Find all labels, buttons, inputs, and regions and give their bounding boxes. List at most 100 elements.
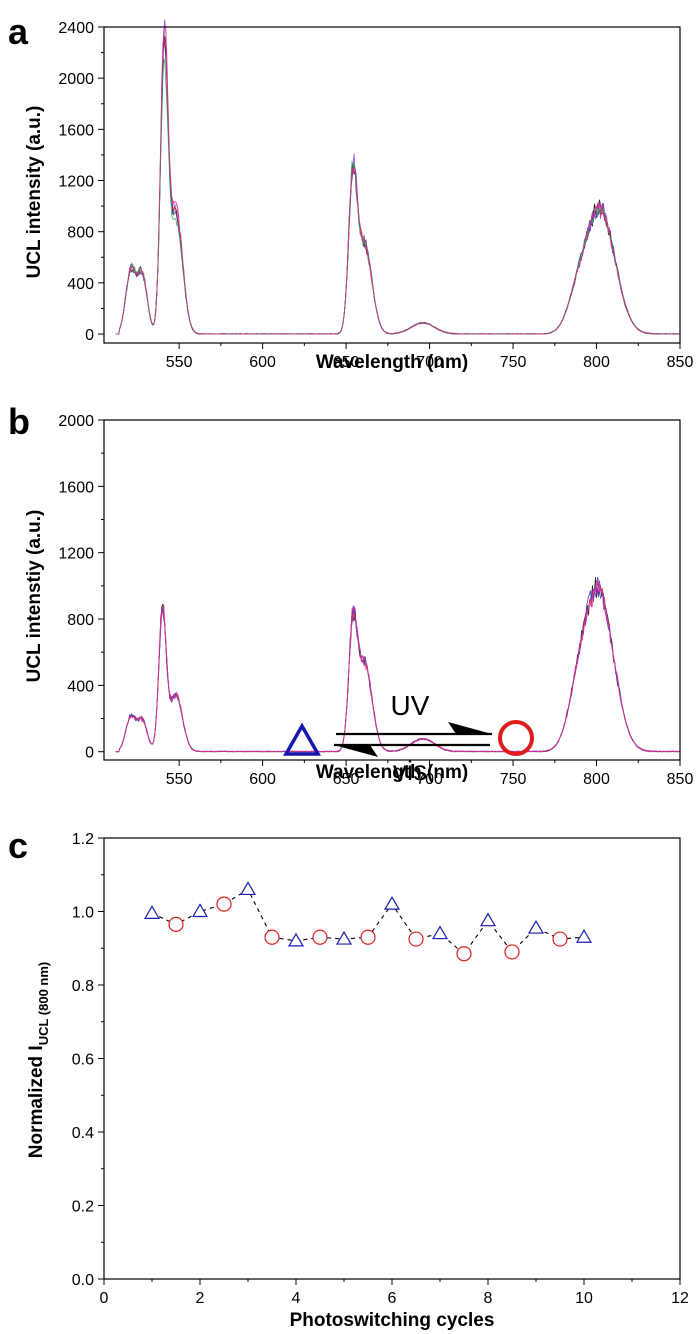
y-tick-label: 400 bbox=[67, 276, 94, 293]
x-tick-label: 6 bbox=[388, 1290, 397, 1307]
y-tick-label: 1.0 bbox=[72, 905, 94, 922]
y-tick-label: 2000 bbox=[58, 71, 94, 88]
y-axis-title-c: Normalized IUCL (800 nm) bbox=[26, 962, 51, 1159]
y-tick-label: 1200 bbox=[58, 546, 94, 563]
circle-marker bbox=[264, 929, 280, 945]
y-axis-title-main: Normalized I bbox=[26, 1045, 47, 1158]
y-tick-label: 0.8 bbox=[72, 978, 94, 995]
x-tick-label: 750 bbox=[500, 771, 527, 788]
y-tick-label: 400 bbox=[67, 678, 94, 695]
triangle-marker bbox=[335, 930, 353, 945]
backward-arrow-head bbox=[334, 745, 378, 757]
circle-marker bbox=[216, 896, 232, 912]
y-tick-label: 0.4 bbox=[72, 1125, 94, 1142]
triangle-marker bbox=[239, 881, 257, 896]
uv-label: UV bbox=[391, 690, 430, 721]
panel-label-a: a bbox=[8, 11, 29, 52]
y-tick-label: 800 bbox=[67, 612, 94, 629]
circle-marker bbox=[408, 931, 424, 947]
cycle-markers bbox=[143, 881, 593, 962]
spectrum-line bbox=[115, 577, 680, 753]
circle-marker bbox=[456, 946, 472, 962]
circle-marker bbox=[360, 929, 376, 945]
spectrum-line bbox=[115, 24, 680, 335]
x-tick-label: 550 bbox=[166, 771, 193, 788]
chart-panel-a: 550 600 650 700 750 800 850 0 400 800 1200 1600 200… bbox=[24, 19, 694, 373]
y-tick-label: 0.6 bbox=[72, 1052, 94, 1069]
y-tick-label: 800 bbox=[67, 225, 94, 242]
x-tick-label: 800 bbox=[583, 354, 610, 371]
x-tick-label: 10 bbox=[575, 1290, 593, 1307]
x-tick-label: 2 bbox=[196, 1290, 205, 1307]
spectrum-line bbox=[115, 30, 680, 335]
x-tick-label: 800 bbox=[583, 771, 610, 788]
x-tick-label: 600 bbox=[249, 354, 276, 371]
x-tick-label: 650 bbox=[333, 354, 360, 371]
photoswitch-scheme: UV vis bbox=[282, 690, 534, 786]
y-tick-label: 0 bbox=[85, 327, 94, 344]
spectra-a bbox=[115, 19, 680, 335]
y-tick-label: 1.2 bbox=[72, 831, 94, 848]
chart-panel-c: 0 2 4 6 8 10 12 0.0 0.2 0.4 0.6 0.8 1.0 1.2 Photoswi… bbox=[26, 690, 689, 1331]
x-axis-ticks-b: 550 600 650 700 750 800 850 bbox=[166, 760, 694, 788]
spectrum-line bbox=[115, 58, 680, 335]
x-tick-label: 8 bbox=[484, 1290, 493, 1307]
spectrum-line bbox=[115, 19, 680, 335]
triangle-marker bbox=[191, 903, 209, 918]
x-tick-label: 0 bbox=[100, 1290, 109, 1307]
circle-marker bbox=[312, 929, 328, 945]
panel-label-c: c bbox=[8, 825, 28, 866]
plot-frame-a bbox=[103, 26, 681, 344]
x-tick-label: 4 bbox=[292, 1290, 301, 1307]
triangle-state-icon bbox=[282, 722, 322, 756]
triangle-marker bbox=[479, 912, 497, 927]
spectrum-line bbox=[115, 576, 680, 753]
plot-frame-b bbox=[103, 419, 681, 761]
x-axis-ticks-c: 0 2 4 6 8 10 12 bbox=[100, 1279, 689, 1307]
chart-panel-b: 550 600 650 700 750 800 850 0 400 800 1200 1600 200… bbox=[24, 413, 693, 788]
x-axis-title-a: Wavelength (nm) bbox=[316, 352, 468, 373]
triangle-marker bbox=[431, 925, 449, 940]
y-tick-label: 1600 bbox=[58, 122, 94, 139]
x-tick-label: 650 bbox=[333, 771, 360, 788]
x-tick-label: 700 bbox=[416, 771, 443, 788]
y-axis-title-b: UCL intenstiy (a.u.) bbox=[24, 510, 45, 683]
y-axis-ticks-a: 0 400 800 1200 1600 2000 2400 bbox=[58, 20, 104, 344]
triangle-marker bbox=[527, 919, 545, 934]
spectrum-line bbox=[115, 580, 680, 753]
y-axis-title-subscript: UCL (800 nm) bbox=[36, 962, 51, 1046]
x-tick-label: 12 bbox=[671, 1290, 689, 1307]
x-tick-label: 600 bbox=[249, 771, 276, 788]
vis-label: vis bbox=[393, 755, 427, 786]
x-tick-label: 850 bbox=[667, 354, 694, 371]
x-tick-label: 750 bbox=[500, 354, 527, 371]
spectrum-line bbox=[115, 36, 680, 335]
plot-frame-c bbox=[103, 837, 681, 1280]
circle-marker bbox=[552, 931, 568, 947]
x-tick-label: 700 bbox=[416, 354, 443, 371]
triangle-marker bbox=[575, 929, 593, 943]
x-tick-label: 850 bbox=[667, 771, 694, 788]
spectrum-line bbox=[115, 581, 680, 753]
y-tick-label: 1600 bbox=[58, 479, 94, 496]
forward-arrow-head bbox=[448, 722, 492, 734]
spectrum-line bbox=[115, 37, 680, 335]
y-tick-label: 0 bbox=[85, 745, 94, 762]
y-tick-label: 2400 bbox=[58, 20, 94, 37]
x-axis-title-c: Photoswitching cycles bbox=[290, 1310, 495, 1331]
y-tick-label: 2000 bbox=[58, 413, 94, 430]
x-tick-label: 550 bbox=[166, 354, 193, 371]
circle-marker bbox=[504, 944, 520, 960]
x-axis-title-b: Wavelength (nm) bbox=[316, 762, 468, 783]
y-axis-ticks-c: 0.0 0.2 0.4 0.6 0.8 1.0 1.2 bbox=[72, 831, 104, 1289]
triangle-marker bbox=[383, 895, 401, 910]
y-tick-label: 1200 bbox=[58, 174, 94, 191]
panel-label-b: b bbox=[8, 401, 30, 442]
y-tick-label: 0.0 bbox=[72, 1272, 94, 1289]
y-axis-ticks-b: 0 400 800 1200 1600 2000 bbox=[58, 413, 104, 762]
y-axis-title-a: UCL intensity (a.u.) bbox=[24, 106, 45, 279]
triangle-marker bbox=[143, 905, 161, 919]
spectra-b bbox=[115, 576, 680, 753]
spectrum-line bbox=[115, 579, 680, 753]
